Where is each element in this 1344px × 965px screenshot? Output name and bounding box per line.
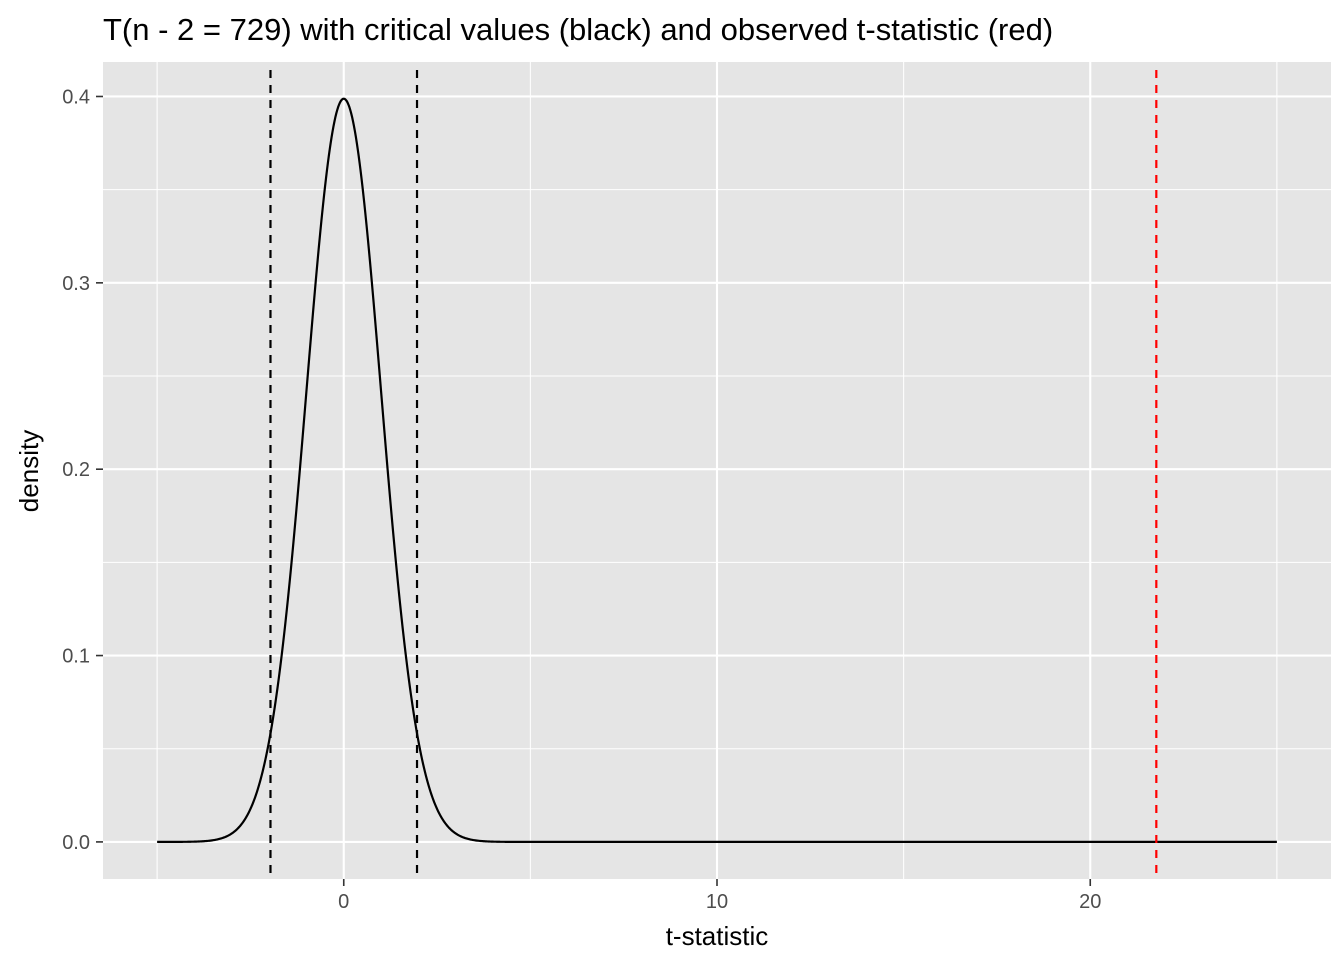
curve-layer	[157, 97, 1277, 844]
y-tick-label: 0.3	[62, 273, 90, 295]
chart-title: T(n - 2 = 729) with critical values (bla…	[103, 12, 1053, 47]
y-tick-label: 0.1	[62, 646, 90, 668]
x-tick-label: 10	[706, 891, 728, 913]
x-tick-label: 20	[1079, 891, 1101, 913]
x-axis: 0 10 20	[338, 879, 1101, 913]
y-axis: 0.0 0.1 0.2 0.3 0.4	[62, 86, 103, 854]
x-tick-label: 0	[338, 891, 349, 913]
y-tick-label: 0.0	[62, 832, 90, 854]
density-curve	[157, 97, 1277, 844]
y-axis-title: density	[14, 430, 44, 512]
x-axis-title: t-statistic	[666, 921, 769, 951]
y-tick-label: 0.2	[62, 459, 90, 481]
y-tick-label: 0.4	[62, 86, 90, 108]
